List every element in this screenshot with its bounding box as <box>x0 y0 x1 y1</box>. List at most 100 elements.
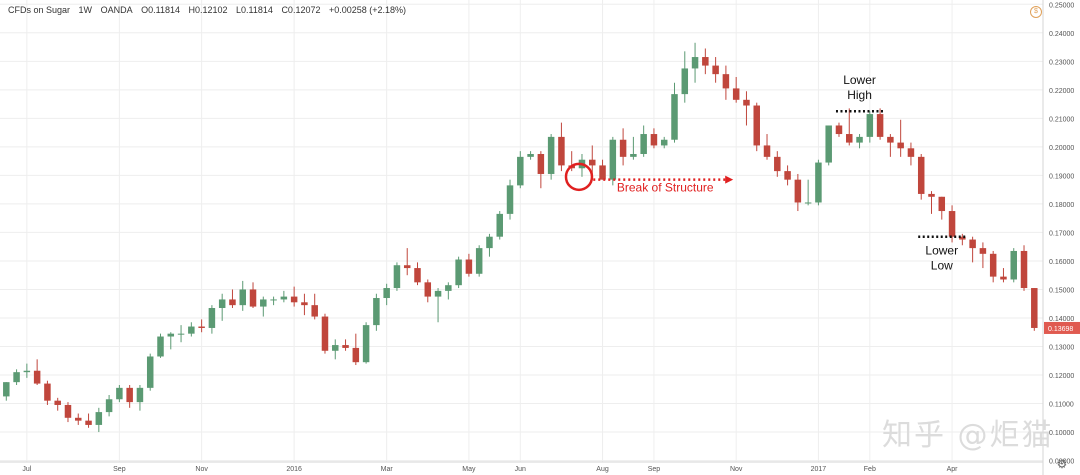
candle-body <box>989 253 997 277</box>
candle-body <box>897 142 904 149</box>
candle-body <box>496 213 503 237</box>
time-axis-tick-label: Mar <box>381 466 394 473</box>
candle-body <box>393 265 401 289</box>
price-axis-tick-label: 0.24000 <box>1049 31 1074 38</box>
candle-body <box>352 347 360 363</box>
candle-body <box>743 99 750 106</box>
price-axis-tick-label: 0.16000 <box>1049 259 1074 266</box>
candle-body <box>784 171 791 180</box>
candle-body <box>332 345 339 351</box>
price-axis-tick-label: 0.23000 <box>1049 59 1074 66</box>
settings-gear-icon[interactable]: ⚙ <box>1056 457 1068 471</box>
time-axis-tick-label: Jun <box>515 466 526 473</box>
price-axis-tick-label: 0.14000 <box>1049 316 1074 323</box>
candle-body <box>85 420 92 425</box>
candle-body <box>126 387 133 403</box>
candle-body <box>13 372 20 383</box>
time-axis-tick-label: Nov <box>195 466 208 473</box>
candle-body <box>198 326 205 328</box>
candle-body <box>403 265 411 269</box>
candle-body <box>290 296 298 303</box>
change-value: +0.00258 (+2.18%) <box>329 5 407 15</box>
price-axis-tick-label: 0.11000 <box>1049 402 1074 409</box>
candle-body <box>825 125 832 163</box>
open-value: O0.11814 <box>141 5 180 15</box>
candle-body <box>835 125 843 135</box>
candle-body <box>105 399 113 413</box>
candle-body <box>712 65 719 75</box>
price-axis-tick-label: 0.20000 <box>1049 145 1074 152</box>
candle-body <box>1000 276 1007 280</box>
lower-low-label-line2: Low <box>931 259 953 273</box>
time-axis-tick-label: Aug <box>596 466 609 473</box>
candle-body <box>157 336 164 357</box>
watermark: 知乎 @炬猫 <box>882 418 1054 453</box>
price-axis-tick-label: 0.19000 <box>1049 173 1074 180</box>
candle-body <box>188 326 195 334</box>
price-axis-tick-label: 0.09000 <box>1049 459 1074 466</box>
candle-body <box>599 165 606 180</box>
candle-body <box>116 387 123 400</box>
symbol-info-bar: CFDs on Sugar 1W OANDA O0.11814 H0.12102… <box>8 5 412 15</box>
candle-body <box>33 370 41 384</box>
candle-body <box>270 299 277 301</box>
candle-body <box>136 387 144 403</box>
candle-body <box>362 325 370 363</box>
candle-body <box>609 139 617 180</box>
price-axis-tick-label: 0.12000 <box>1049 373 1074 380</box>
candle-body <box>249 289 257 307</box>
candle-body <box>23 370 31 373</box>
interval-label[interactable]: 1W <box>78 5 93 15</box>
candle-body <box>794 179 802 203</box>
break-of-structure-label: Break of Structure <box>617 181 714 195</box>
candle-body <box>774 156 781 172</box>
candle-body <box>95 412 103 425</box>
candle-body <box>969 239 976 249</box>
candle-body <box>1031 288 1038 328</box>
candle-body <box>907 148 915 157</box>
candle-body <box>630 154 637 157</box>
candle-body <box>486 236 493 249</box>
candle-body <box>660 139 668 146</box>
symbol-name[interactable]: CFDs on Sugar <box>8 5 71 15</box>
time-axis-tick-label: Feb <box>864 466 876 473</box>
candle-body <box>928 193 935 197</box>
candle-body <box>1020 250 1028 289</box>
low-value: L0.11814 <box>236 5 273 15</box>
candle-body <box>804 202 812 204</box>
candle-body <box>702 57 709 66</box>
candle-body <box>373 298 380 326</box>
candle-body <box>722 74 730 89</box>
time-axis-tick-label: Sep <box>648 466 661 473</box>
candle-body <box>506 185 514 214</box>
currency-icon[interactable]: $ <box>1030 6 1042 18</box>
candle-body <box>753 105 760 146</box>
candle-body <box>414 268 421 283</box>
candle-body <box>465 259 473 274</box>
price-axis-tick-label: 0.22000 <box>1049 88 1074 95</box>
break-arrow-head <box>725 175 734 184</box>
source-label: OANDA <box>100 5 133 15</box>
candle-body <box>527 154 534 157</box>
candle-body <box>167 333 175 337</box>
price-axis-tick-label: 0.15000 <box>1049 287 1074 294</box>
candle-body <box>75 417 82 421</box>
candle-body <box>239 289 246 306</box>
candle-body <box>146 356 154 388</box>
candle-body <box>979 248 987 254</box>
time-axis-tick-label: 2016 <box>286 466 302 473</box>
candle-body <box>54 400 61 405</box>
candle-body <box>866 114 874 137</box>
candle-body <box>177 333 185 335</box>
price-axis-tick-label: 0.18000 <box>1049 202 1074 209</box>
candle-body <box>650 134 658 146</box>
last-price-label: 0.13698 <box>1048 326 1073 333</box>
candle-body <box>475 248 483 274</box>
time-axis-tick-label: Nov <box>730 466 743 473</box>
candle-body <box>44 383 51 401</box>
price-axis-tick-label: 0.10000 <box>1049 430 1074 437</box>
lower-low-label-line1: Lower <box>925 244 958 258</box>
candle-body <box>619 139 627 157</box>
candle-body <box>856 136 863 143</box>
candle-body <box>558 136 565 166</box>
